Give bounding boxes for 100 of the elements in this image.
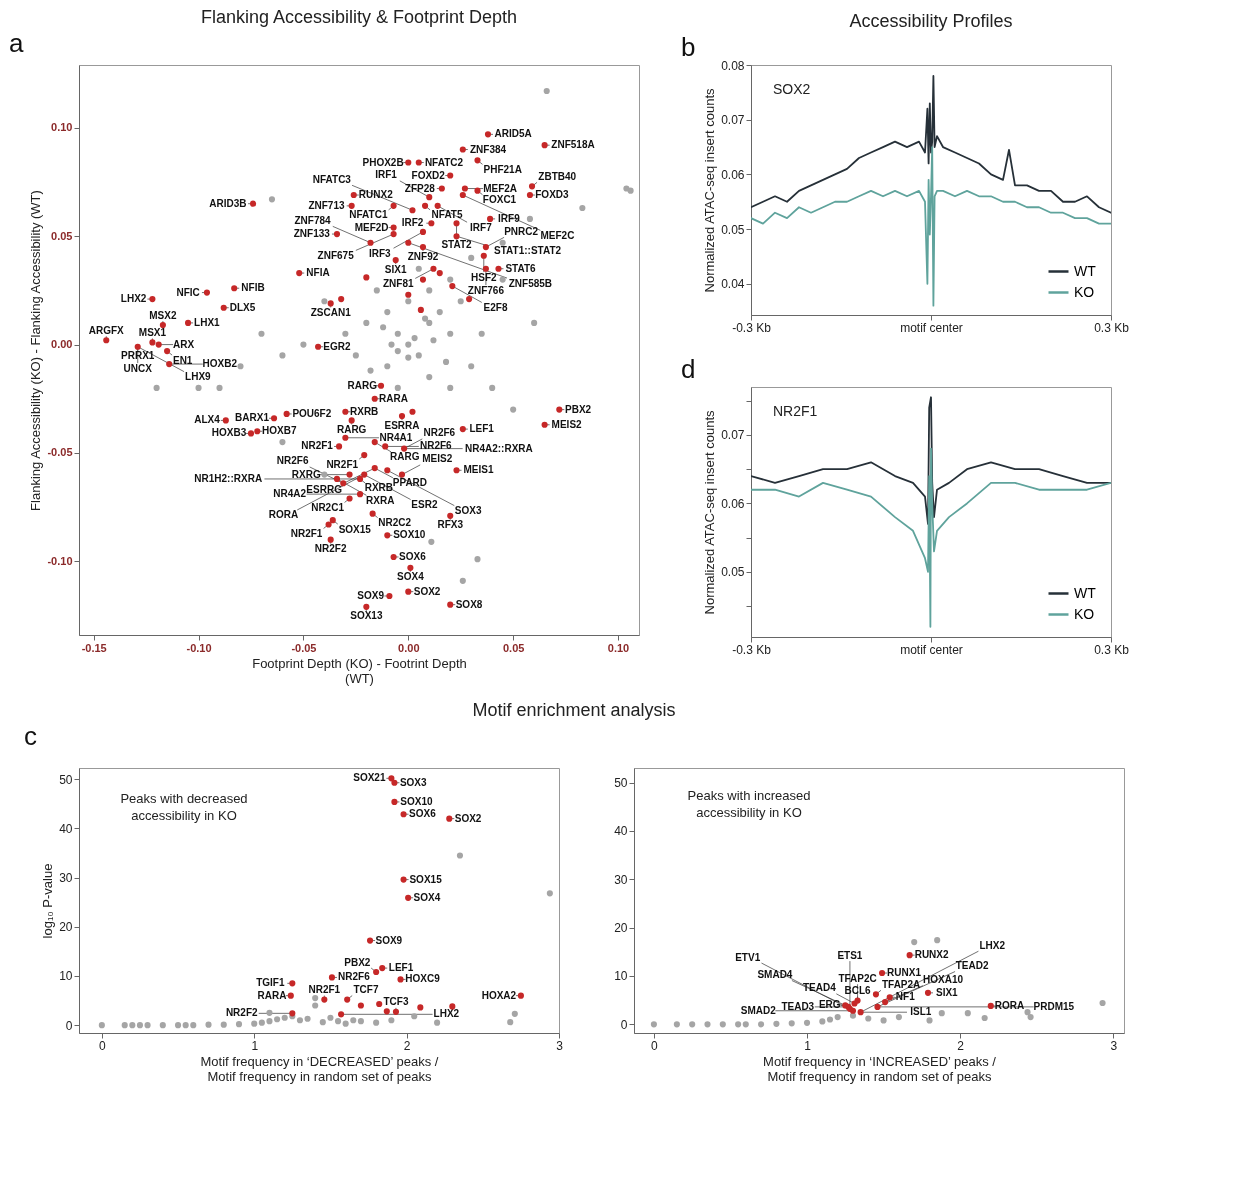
- point: [426, 374, 433, 381]
- point: [376, 1000, 383, 1008]
- point: [857, 1009, 864, 1016]
- point: [405, 341, 412, 348]
- point: [380, 324, 387, 331]
- point: [442, 358, 450, 365]
- annotation: IRF2: [401, 217, 424, 229]
- legend-label: KO: [1074, 605, 1095, 622]
- point: [415, 352, 422, 359]
- y-tick-label: 10: [614, 969, 628, 984]
- point: [159, 1022, 166, 1029]
- y-axis-title: Flanking Accessibility (KO) - Flanking Accessibility (WT): [28, 190, 44, 511]
- y-tick-label: 30: [614, 872, 628, 887]
- x-tick-label: 1: [251, 1038, 259, 1053]
- annotation: LHX2: [979, 939, 1006, 951]
- annotation: ZNF92: [407, 250, 439, 262]
- annotation: PRRX1: [121, 350, 155, 362]
- annotation: SOX15: [409, 873, 443, 885]
- y-tick-label: 0: [65, 1018, 73, 1033]
- annotation: HOXA2: [481, 989, 517, 1001]
- annotation: ZNF384: [469, 143, 507, 155]
- point: [312, 1002, 319, 1009]
- annotation: TFAP2C: [838, 972, 877, 984]
- annotation: RXRA: [366, 494, 395, 506]
- y-tick-label: 0.00: [51, 338, 73, 351]
- chart-title: Accessibility Profiles: [849, 11, 1013, 31]
- x-tick-label: 2: [957, 1038, 965, 1053]
- point: [673, 1021, 680, 1028]
- annotation: IRF3: [368, 247, 391, 259]
- annotation: ZNF585B: [508, 277, 553, 289]
- y-tick-label: 30: [59, 871, 73, 886]
- point: [296, 1017, 304, 1024]
- annotation: NFIA: [306, 267, 330, 279]
- annotation: LHX1: [194, 316, 221, 328]
- annotation: LHX2: [433, 1008, 460, 1020]
- annotation: LEF1: [469, 423, 495, 435]
- annotation: SOX10: [400, 795, 433, 807]
- annotation: ZNF81: [382, 277, 414, 289]
- point: [121, 1022, 128, 1029]
- point: [1099, 999, 1106, 1007]
- point: [579, 204, 586, 212]
- annotation: SOX2: [413, 585, 441, 597]
- annotation: FOXD2: [411, 169, 446, 181]
- x-tick-label: -0.15: [81, 641, 107, 654]
- point: [411, 335, 418, 342]
- x-tick-label: 0: [99, 1038, 107, 1053]
- annotation: RORA: [268, 509, 299, 521]
- annotation: TCF3: [383, 996, 409, 1008]
- annotation: NR4A1: [379, 431, 413, 443]
- x-tick-label: 1: [804, 1038, 812, 1053]
- annotation: MEIS2: [551, 418, 583, 430]
- point: [834, 1013, 841, 1021]
- point: [421, 315, 429, 322]
- point: [338, 1011, 345, 1018]
- annotation: SOX10: [393, 529, 426, 541]
- x-tick-label: -0.05: [291, 641, 317, 654]
- line-series: [751, 447, 1111, 628]
- legend-label: KO: [1074, 283, 1095, 300]
- annotation: ZNF766: [467, 284, 505, 296]
- annotation: NFIB: [241, 282, 265, 294]
- annotation: ALX4: [194, 414, 221, 426]
- annotation: ZBTB40: [538, 170, 577, 182]
- point: [735, 1021, 742, 1028]
- point: [819, 1018, 826, 1025]
- annotation: EGR2: [323, 340, 351, 352]
- y-tick-label: 0.06: [721, 496, 745, 511]
- point: [319, 1019, 326, 1026]
- text: a: [9, 28, 24, 58]
- point: [281, 1014, 288, 1021]
- annotation: SOX6: [399, 550, 427, 562]
- annotation: HOXB3: [211, 427, 247, 439]
- chart-title: Motif enrichment analysis: [472, 699, 676, 720]
- x-tick-label: 3: [1110, 1038, 1118, 1053]
- point: [426, 287, 433, 294]
- point: [268, 196, 276, 203]
- x-axis-title: Motif frequency in ‘DECREASED’ peaks / Motif frequency in random set of peaks: [200, 1053, 439, 1084]
- annotation: NR2F1: [326, 458, 359, 470]
- point: [803, 1019, 811, 1026]
- x-tick-label: motif center: [900, 320, 963, 335]
- annotation: NR2F1: [773, 403, 818, 419]
- annotation: MSX1: [138, 326, 167, 338]
- point: [981, 1014, 988, 1022]
- point: [144, 1022, 151, 1029]
- point: [428, 538, 435, 545]
- annotation: NR2F6: [276, 455, 309, 467]
- annotation: SOX15: [338, 523, 372, 535]
- annotation: SOX21: [353, 772, 386, 784]
- annotation: NR2F1: [290, 527, 323, 539]
- point: [1024, 1009, 1031, 1016]
- annotation: RARG: [336, 423, 367, 435]
- y-axis-title: log₁₀ P-value: [40, 863, 56, 939]
- annotation: NFIC: [176, 286, 200, 298]
- annotation: ZNF133: [293, 228, 331, 240]
- point: [411, 1013, 418, 1020]
- point: [457, 298, 464, 305]
- point: [174, 1022, 182, 1029]
- annotation: NFATC3: [312, 173, 352, 185]
- point: [235, 1021, 243, 1028]
- x-tick-label: 3: [556, 1038, 564, 1053]
- point: [266, 1009, 273, 1016]
